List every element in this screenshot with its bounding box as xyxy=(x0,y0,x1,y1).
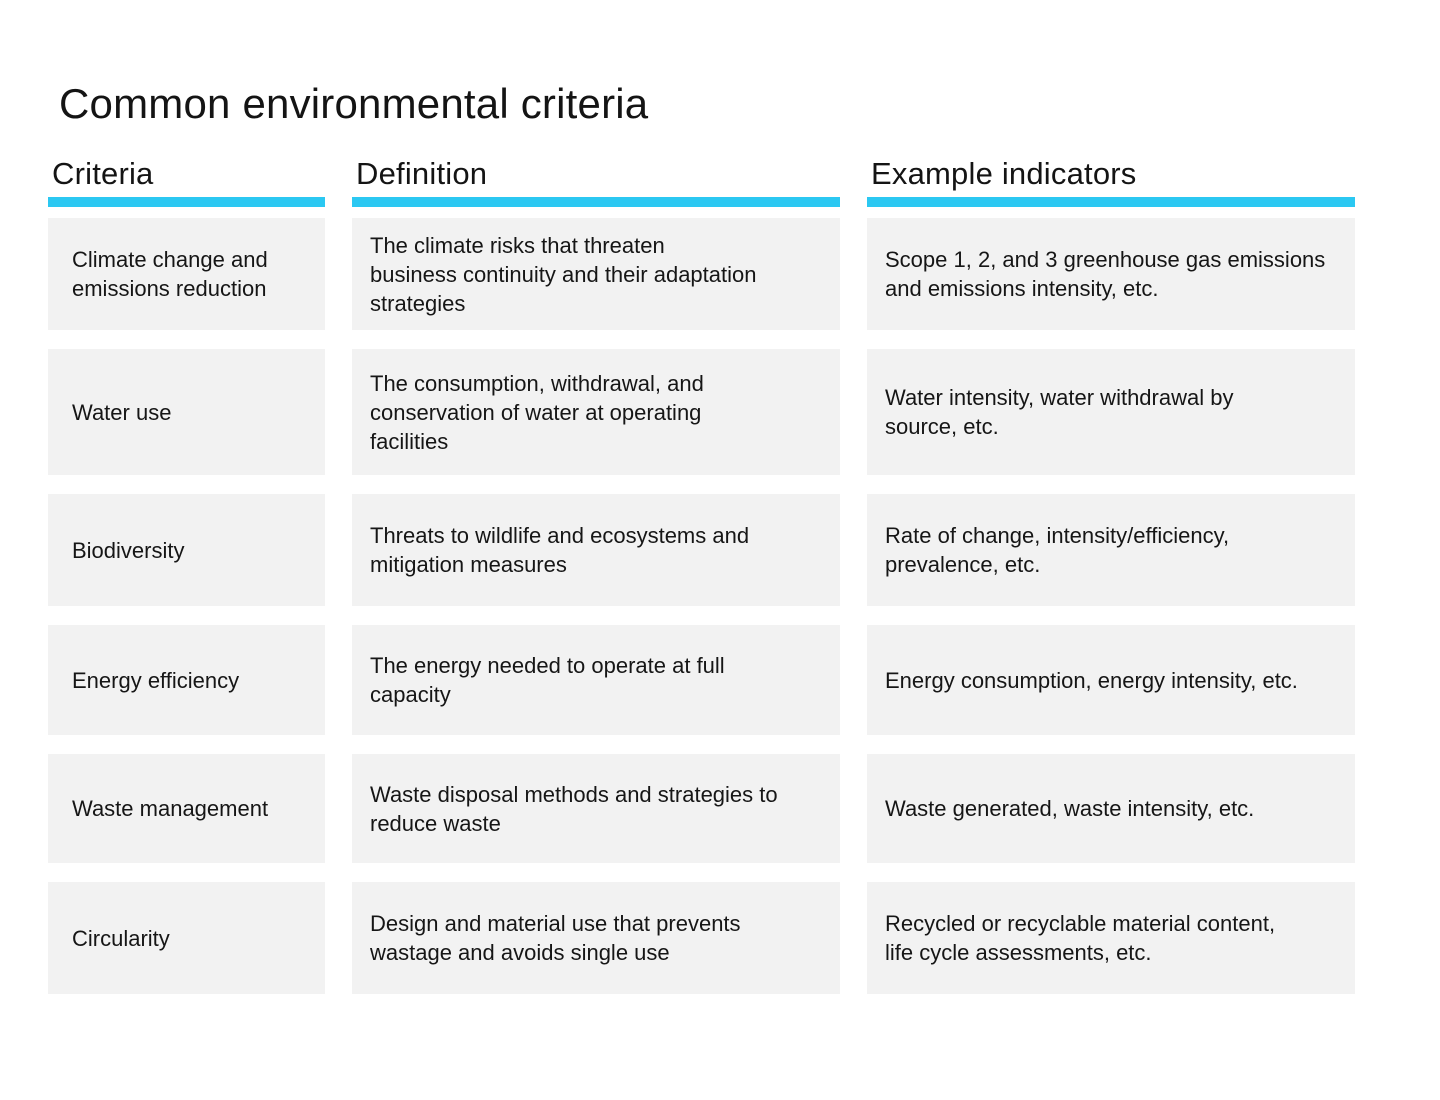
column-header-label: Definition xyxy=(356,156,488,191)
cell-definition: Threats to wildlife and ecosystems and m… xyxy=(352,494,840,606)
table-header-row: Criteria Definition Example indicators xyxy=(48,156,1355,207)
column-header-indicators: Example indicators xyxy=(867,156,1355,207)
column-header-definition: Definition xyxy=(352,156,840,207)
cell-criteria: Circularity xyxy=(48,882,325,994)
accent-underline xyxy=(867,197,1355,207)
criteria-table: Criteria Definition Example indicators C… xyxy=(48,156,1355,1013)
column-header-label: Example indicators xyxy=(871,156,1137,191)
column-header-label: Criteria xyxy=(52,156,154,191)
cell-criteria: Climate change and emissions reduction xyxy=(48,218,325,330)
cell-definition: Waste disposal methods and strategies to… xyxy=(352,754,840,863)
cell-criteria: Biodiversity xyxy=(48,494,325,606)
table-row: Biodiversity Threats to wildlife and eco… xyxy=(48,494,1355,606)
cell-criteria: Energy efficiency xyxy=(48,625,325,735)
table-row: Water use The consumption, withdrawal, a… xyxy=(48,349,1355,475)
table-row: Waste management Waste disposal methods … xyxy=(48,754,1355,863)
cell-definition: The consumption, withdrawal, and conserv… xyxy=(352,349,840,475)
page-title: Common environmental criteria xyxy=(59,80,649,128)
column-header-criteria: Criteria xyxy=(48,156,325,207)
table-body: Climate change and emissions reduction T… xyxy=(48,218,1355,994)
table-row: Climate change and emissions reduction T… xyxy=(48,218,1355,330)
table-row: Energy efficiency The energy needed to o… xyxy=(48,625,1355,735)
accent-underline xyxy=(48,197,325,207)
cell-indicators: Energy consumption, energy intensity, et… xyxy=(867,625,1355,735)
cell-indicators: Recycled or recyclable material content,… xyxy=(867,882,1355,994)
cell-indicators: Waste generated, waste intensity, etc. xyxy=(867,754,1355,863)
cell-definition: The energy needed to operate at full cap… xyxy=(352,625,840,735)
accent-underline xyxy=(352,197,840,207)
cell-definition: The climate risks that threaten business… xyxy=(352,218,840,330)
cell-criteria: Waste management xyxy=(48,754,325,863)
cell-criteria: Water use xyxy=(48,349,325,475)
table-row: Circularity Design and material use that… xyxy=(48,882,1355,994)
cell-definition: Design and material use that prevents wa… xyxy=(352,882,840,994)
cell-indicators: Water intensity, water withdrawal by sou… xyxy=(867,349,1355,475)
cell-indicators: Rate of change, intensity/efficiency, pr… xyxy=(867,494,1355,606)
cell-indicators: Scope 1, 2, and 3 greenhouse gas emissio… xyxy=(867,218,1355,330)
